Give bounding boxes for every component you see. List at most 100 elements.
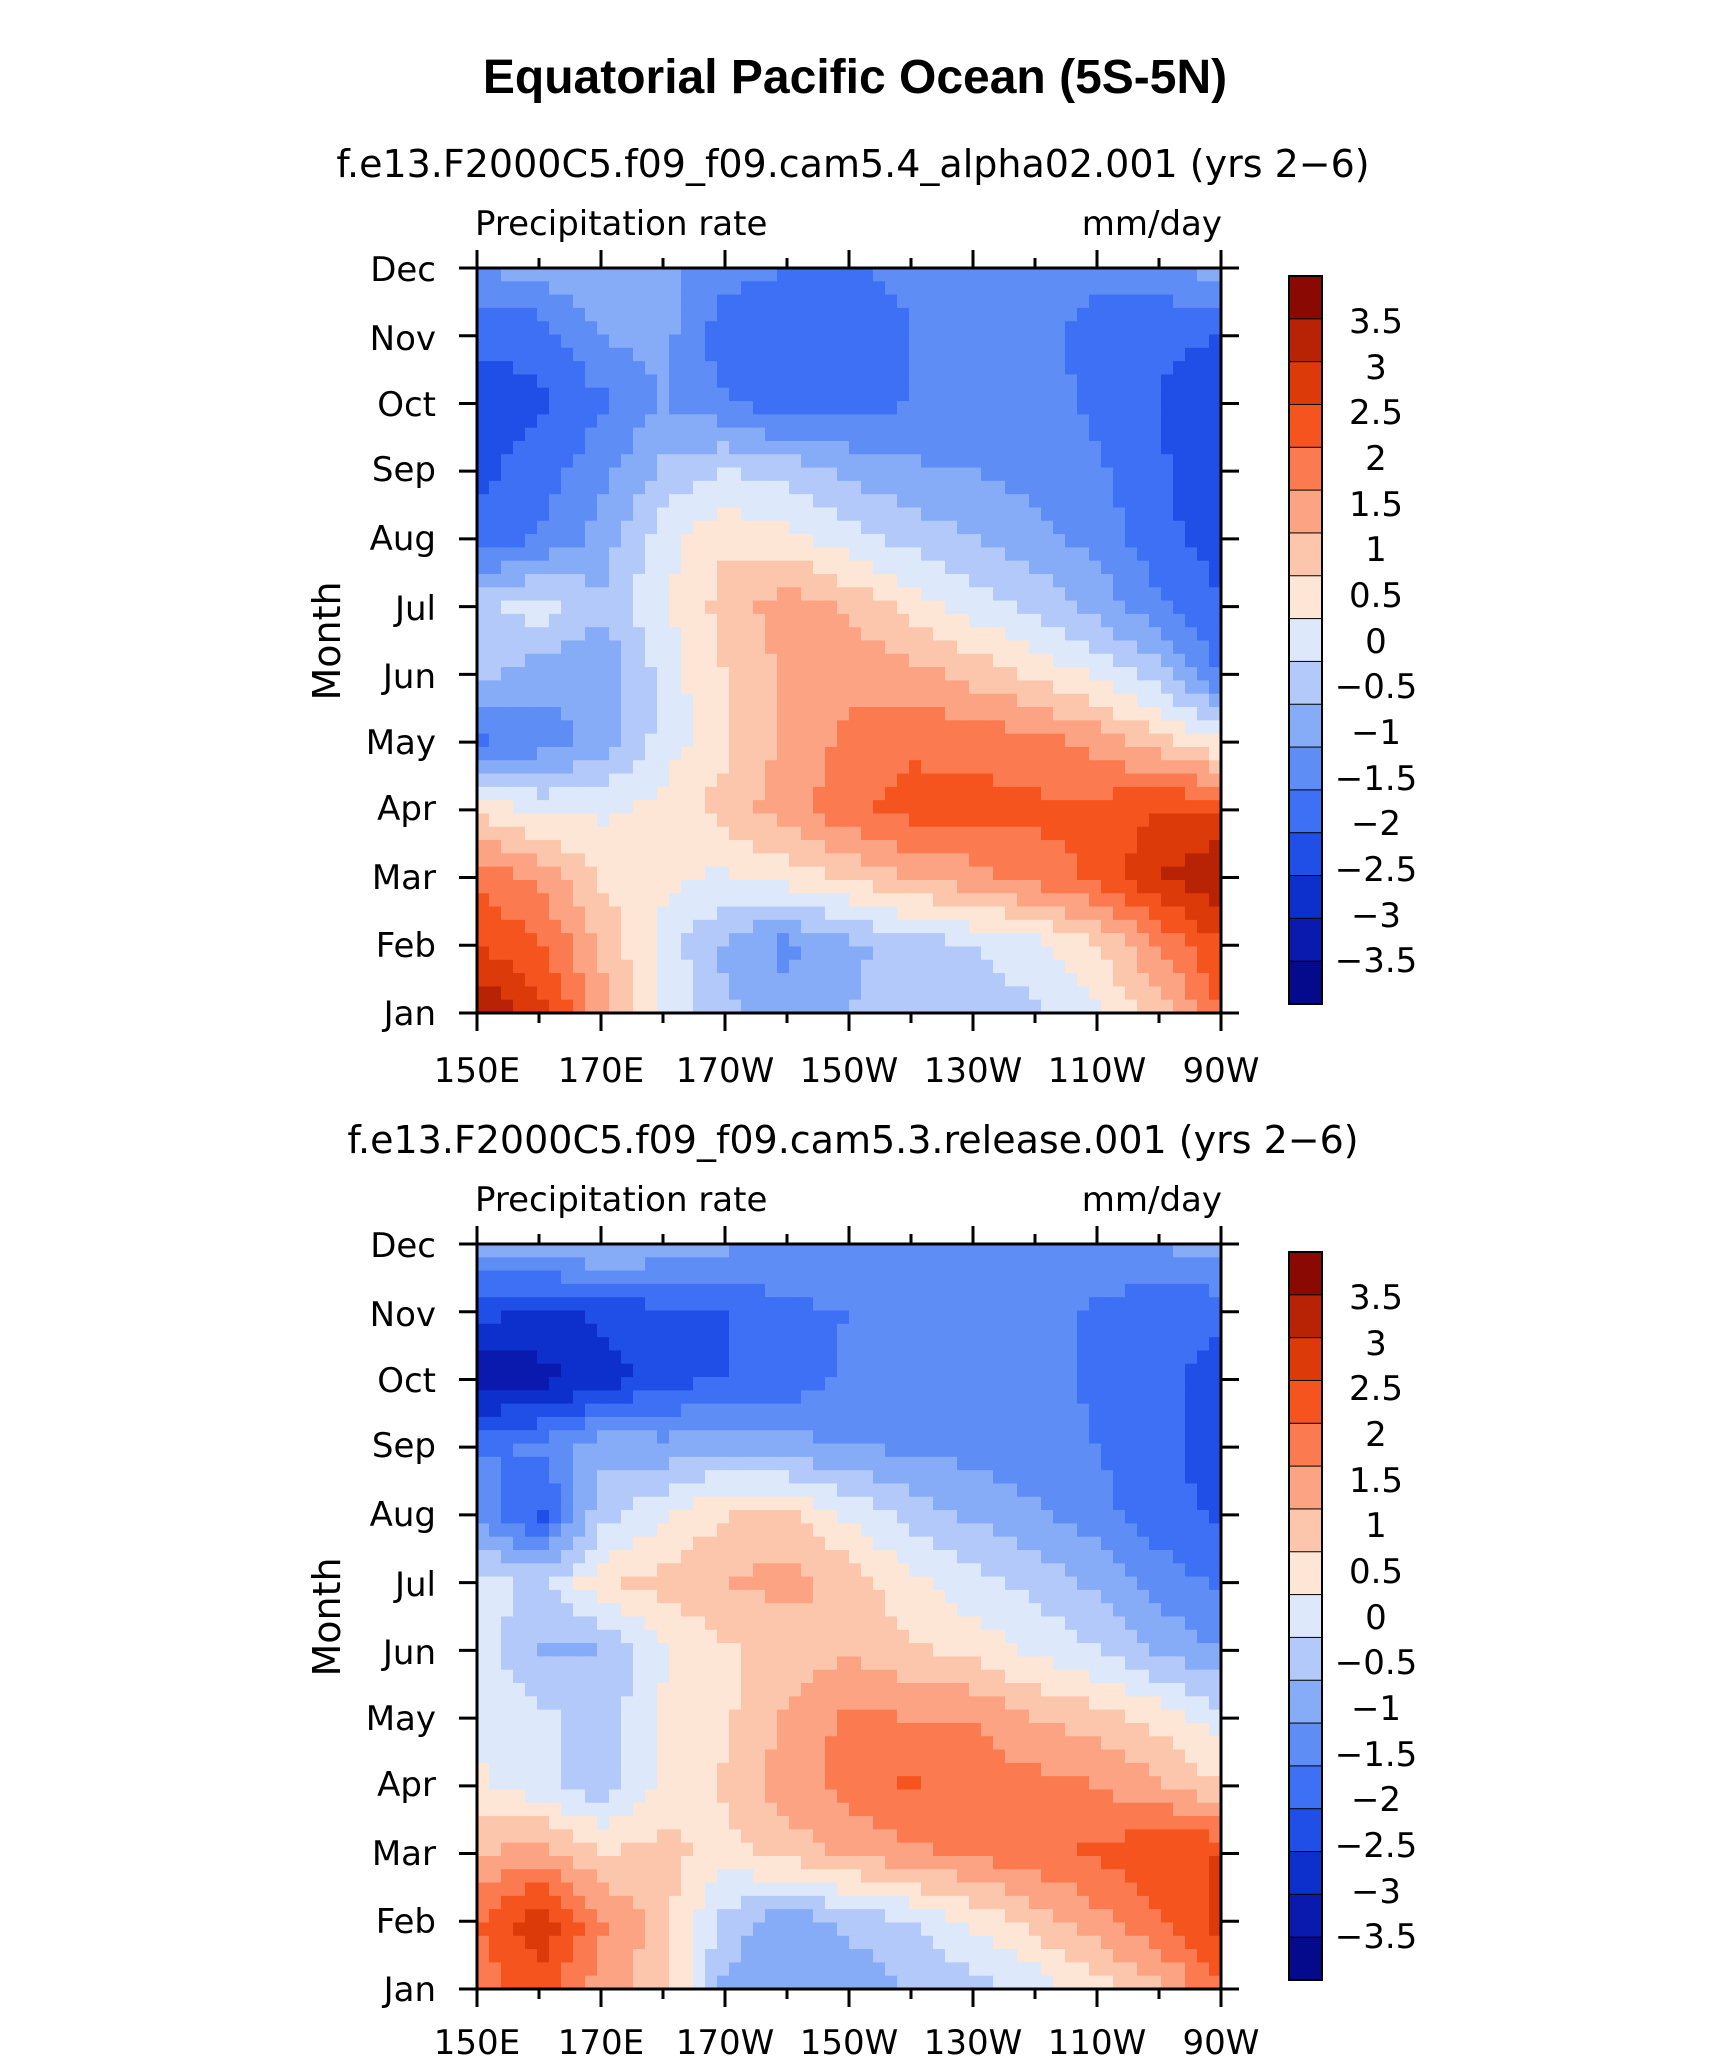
heatmap-cell — [957, 440, 970, 455]
heatmap-cell — [969, 760, 982, 775]
heatmap-cell — [1125, 879, 1138, 894]
heatmap-cell — [1101, 494, 1114, 509]
heatmap-cell — [1077, 1310, 1090, 1325]
heatmap-cell — [813, 786, 826, 801]
heatmap-cell — [1185, 1430, 1198, 1445]
heatmap-cell — [1017, 573, 1030, 588]
heatmap-cell — [789, 773, 802, 788]
heatmap-cell — [777, 1363, 790, 1378]
heatmap-cell — [945, 760, 958, 775]
heatmap-cell — [549, 707, 562, 721]
heatmap-cell — [1197, 268, 1210, 282]
heatmap-cell — [585, 707, 598, 721]
heatmap-cell — [1161, 560, 1174, 575]
heatmap-cell — [477, 919, 490, 934]
heatmap-cell — [1125, 1470, 1138, 1485]
heatmap-cell — [909, 627, 922, 642]
heatmap-cell — [1029, 294, 1042, 309]
heatmap-cell — [873, 1496, 886, 1511]
heatmap-cell — [741, 733, 754, 748]
heatmap-cell — [753, 1430, 766, 1445]
heatmap-cell — [681, 387, 694, 402]
heatmap-cell — [885, 1390, 898, 1405]
heatmap-cell — [981, 760, 994, 775]
heatmap-cell — [1029, 893, 1042, 908]
heatmap-cell — [921, 1377, 934, 1391]
heatmap-cell — [657, 1496, 670, 1511]
heatmap-cell — [1041, 1416, 1054, 1431]
heatmap-cell — [633, 281, 646, 296]
heatmap-cell — [1065, 1323, 1078, 1338]
heatmap-cell — [681, 268, 694, 282]
heatmap-cell — [669, 813, 682, 828]
heatmap-cell — [549, 1443, 562, 1458]
heatmap-cell — [1029, 866, 1042, 881]
heatmap-cell — [1197, 1523, 1210, 1538]
heatmap-cell — [837, 387, 850, 402]
heatmap-cell — [909, 1510, 922, 1524]
heatmap-cell — [549, 1310, 562, 1325]
heatmap-cell — [705, 1443, 718, 1458]
heatmap-cell — [981, 467, 994, 482]
heatmap-cell — [981, 680, 994, 695]
heatmap-cell — [1149, 1456, 1162, 1471]
heatmap-cell — [1113, 840, 1126, 854]
heatmap-cell — [945, 1244, 958, 1258]
heatmap-cell — [1173, 520, 1186, 535]
heatmap-cell — [513, 1470, 526, 1485]
heatmap-cell — [657, 973, 670, 987]
heatmap-cell — [945, 1523, 958, 1538]
heatmap-cell — [489, 760, 502, 775]
heatmap-cell — [537, 1297, 550, 1312]
heatmap-cell — [945, 919, 958, 934]
panel-2-heatmap — [477, 1244, 1222, 1990]
heatmap-cell — [993, 613, 1006, 628]
heatmap-cell — [1005, 720, 1018, 735]
heatmap-cell — [897, 1456, 910, 1471]
heatmap-cell — [1065, 813, 1078, 828]
heatmap-cell — [585, 1496, 598, 1511]
heatmap-cell — [789, 840, 802, 854]
heatmap-cell — [561, 401, 574, 415]
heatmap-cell — [705, 800, 718, 815]
heatmap-cell — [657, 427, 670, 442]
heatmap-cell — [729, 507, 742, 522]
heatmap-cell — [1017, 560, 1030, 575]
heatmap-cell — [885, 1483, 898, 1498]
heatmap-cell — [909, 480, 922, 495]
heatmap-cell — [573, 680, 586, 695]
heatmap-cell — [1101, 427, 1114, 442]
heatmap-cell — [669, 919, 682, 934]
heatmap-cell — [1005, 1257, 1018, 1272]
heatmap-cell — [669, 933, 682, 948]
heatmap-cell — [1185, 294, 1198, 309]
heatmap-cell — [969, 440, 982, 455]
heatmap-cell — [1065, 1377, 1078, 1391]
heatmap-cell — [681, 534, 694, 548]
heatmap-cell — [513, 1377, 526, 1391]
heatmap-cell — [789, 1270, 802, 1285]
heatmap-cell — [693, 1390, 706, 1405]
heatmap-cell — [993, 1416, 1006, 1431]
heatmap-cell — [993, 480, 1006, 495]
heatmap-cell — [1137, 1297, 1150, 1312]
heatmap-cell — [657, 1310, 670, 1325]
heatmap-cell — [621, 573, 634, 588]
heatmap-cell — [765, 1363, 778, 1378]
heatmap-cell — [957, 534, 970, 548]
heatmap-cell — [705, 1337, 718, 1352]
heatmap-cell — [633, 454, 646, 469]
heatmap-cell — [885, 454, 898, 469]
heatmap-cell — [621, 946, 634, 961]
heatmap-cell — [645, 307, 658, 322]
heatmap-cell — [1161, 627, 1174, 642]
heatmap-cell — [1137, 281, 1150, 296]
heatmap-cell — [645, 361, 658, 376]
heatmap-cell — [1113, 640, 1126, 655]
heatmap-cell — [741, 361, 754, 376]
heatmap-cell — [657, 919, 670, 934]
heatmap-cell — [1089, 507, 1102, 522]
heatmap-cell — [885, 347, 898, 362]
heatmap-cell — [837, 707, 850, 721]
heatmap-cell — [1065, 414, 1078, 429]
